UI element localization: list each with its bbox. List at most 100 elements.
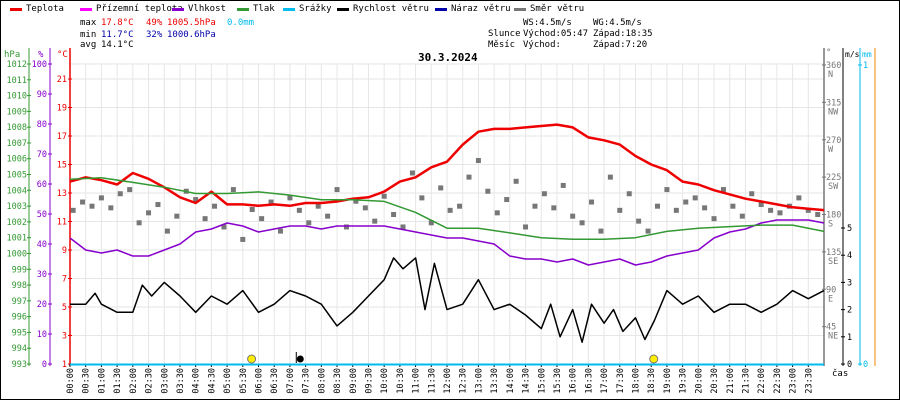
- stats-max-press: 1005.5hPa: [167, 18, 216, 28]
- wind-direction-point: [343, 224, 349, 230]
- wind-tick: 5: [847, 224, 852, 234]
- info-ws: WS:4.5m/s: [523, 18, 572, 28]
- wind-direction-point: [673, 207, 679, 213]
- hum-tick: 80: [37, 120, 47, 130]
- x-tick: 19:30: [679, 368, 689, 394]
- wind-direction-point: [598, 228, 604, 234]
- wind-direction-point: [381, 193, 387, 199]
- x-tick: 08:00: [317, 368, 327, 394]
- chart-title: 30.3.2024: [418, 51, 478, 64]
- press-tick: 1006: [7, 155, 27, 165]
- hum-tick: 20: [37, 300, 47, 310]
- press-tick: 1011: [7, 76, 27, 86]
- temp-tick: 7: [62, 275, 67, 285]
- wind-direction-point: [259, 216, 265, 222]
- temp-tick: 21: [57, 75, 67, 85]
- legend-swatch: [283, 7, 295, 11]
- temp-tick: 17: [57, 132, 67, 142]
- dir-tick: 315: [826, 98, 841, 108]
- wind-direction-point: [108, 205, 114, 211]
- press-tick: 1001: [7, 234, 27, 244]
- hum-tick: 50: [37, 210, 47, 220]
- legend-swatch: [237, 7, 249, 11]
- wind-direction-point: [193, 197, 199, 203]
- press-tick: 993: [12, 360, 27, 370]
- x-tick: 23:30: [804, 368, 814, 394]
- temp-tick: 9: [62, 246, 67, 256]
- wind-direction-point: [164, 228, 170, 234]
- stats-avg-label: avg: [80, 40, 97, 50]
- hum-tick: 40: [37, 240, 47, 250]
- x-tick: 08:30: [333, 368, 343, 394]
- wind-direction-point: [720, 187, 726, 193]
- hum-tick: 60: [37, 180, 47, 190]
- wind-direction-point: [626, 191, 632, 197]
- x-tick: 09:30: [364, 368, 374, 394]
- x-tick: 19:00: [663, 368, 673, 394]
- info-moonset: Západ:7:20: [593, 40, 648, 50]
- wind-tick: 1: [847, 333, 852, 343]
- press-tick: 1004: [7, 186, 27, 196]
- x-tick: 06:00: [255, 368, 265, 394]
- info-sunset: Západ:18:35: [593, 29, 653, 39]
- x-tick: 20:00: [694, 368, 704, 394]
- info-moonrise: Východ:: [523, 40, 561, 50]
- wind-direction-point: [249, 207, 255, 213]
- rain-tick: 1: [863, 61, 868, 71]
- x-tick: 02:00: [129, 368, 139, 394]
- stats-max-rain: 0.0mm: [227, 18, 255, 28]
- info-wg: WG:4.5m/s: [593, 18, 642, 28]
- x-tick: 02:30: [145, 368, 155, 394]
- x-tick: 23:00: [789, 368, 799, 394]
- x-tick: 18:00: [632, 368, 642, 394]
- stats-min-press: 1000.6hPa: [167, 30, 216, 40]
- x-tick: 10:00: [380, 368, 390, 394]
- wind-direction-point: [768, 207, 774, 213]
- dir-tick-compass: N: [828, 70, 833, 80]
- wind-direction-point: [523, 224, 529, 230]
- series-tlak: [69, 176, 825, 241]
- x-tick: 17:30: [616, 368, 626, 394]
- wind-direction-point: [739, 213, 745, 219]
- rain-axis-label: mm: [862, 50, 872, 59]
- dir-tick: 225: [826, 173, 841, 183]
- stats-max-temp: 17.8°C: [101, 18, 134, 28]
- legend-swatch: [80, 7, 92, 11]
- wind-direction-point: [80, 199, 86, 205]
- wind-direction-point: [777, 210, 783, 216]
- wind-direction-point: [683, 199, 689, 205]
- legend-label: Srážky: [299, 4, 332, 14]
- wind-direction-point: [494, 210, 500, 216]
- legend-label: Vlhkost: [188, 4, 226, 14]
- wind-direction-point: [447, 207, 453, 213]
- stats-avg-temp: 14.1°C: [101, 40, 134, 50]
- wind-direction-point: [353, 198, 359, 204]
- wind-direction-point: [560, 182, 566, 188]
- series-teplota: [69, 123, 825, 212]
- legend-label: Směr větru: [530, 4, 585, 14]
- info-moon-label: Měsíc: [488, 40, 516, 50]
- wind-direction-point: [268, 199, 274, 205]
- legend-item: Srážky: [283, 4, 332, 14]
- legend-item: Náraz větru: [435, 4, 511, 14]
- legend-swatch: [172, 7, 184, 11]
- press-tick: 1002: [7, 218, 27, 228]
- wind-direction-point: [758, 202, 764, 208]
- x-tick: 15:00: [537, 368, 547, 394]
- wind-direction-point: [579, 220, 585, 226]
- x-tick: 22:00: [757, 368, 767, 394]
- wind-direction-point: [155, 202, 161, 208]
- x-tick: 15:30: [553, 368, 563, 394]
- wind-direction-point: [419, 195, 425, 201]
- temp-tick: 11: [57, 218, 67, 228]
- wind-direction-point: [306, 220, 312, 226]
- legend-item: Směr větru: [514, 4, 584, 14]
- x-tick: 14:00: [506, 368, 516, 394]
- wind-direction-point: [692, 195, 698, 201]
- wind-axis-label: m/s: [845, 50, 860, 59]
- wind-direction-point: [570, 213, 576, 219]
- dir-tick: 135: [826, 248, 841, 258]
- wind-direction-point: [513, 178, 519, 184]
- wind-direction-point: [409, 170, 415, 176]
- legend-item: Rychlost větru: [337, 4, 429, 14]
